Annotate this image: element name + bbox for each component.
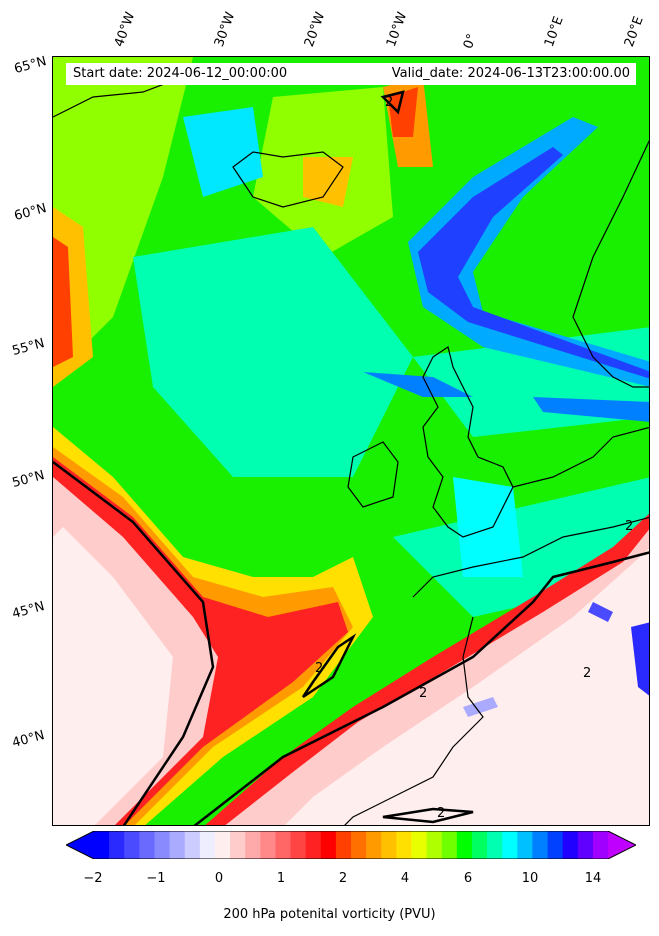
colorbar-extend-min (66, 831, 94, 859)
start-date: Start date: 2024-06-12_00:00:00 (73, 66, 288, 81)
colorbar-tick: 0 (214, 871, 224, 886)
pv-field (53, 57, 649, 825)
colorbar-segment (199, 831, 216, 859)
colorbar-segment (471, 831, 488, 859)
colorbar-extend-max (608, 831, 636, 859)
contour-label: 2 (625, 519, 634, 534)
colorbar-segment (411, 831, 428, 859)
colorbar-segment (290, 831, 307, 859)
colorbar-segment (260, 831, 276, 859)
lon-label-20e: 20°E (621, 14, 647, 50)
colorbar-segment (230, 831, 246, 859)
lon-label-10e: 10°E (541, 14, 567, 50)
lat-label-65n: 65°N (12, 54, 49, 77)
colorbar-segment (487, 831, 503, 859)
contour-label: 2 (385, 95, 394, 110)
colorbar-segment (305, 831, 322, 859)
colorbar-tick: −1 (146, 871, 166, 886)
lat-label-40n: 40°N (10, 728, 47, 751)
lon-label-20w: 20°W (301, 10, 329, 49)
colorbar-segment (381, 831, 397, 859)
colorbar-segment (577, 831, 594, 859)
colorbar-segment (592, 831, 609, 859)
colorbar (66, 831, 636, 859)
colorbar-segment (245, 831, 261, 859)
contour-label: 2 (583, 666, 592, 681)
colorbar-segment (426, 831, 443, 859)
lat-label-50n: 50°N (10, 468, 47, 491)
colorbar-tick: −2 (83, 871, 103, 886)
colorbar-segment (154, 831, 171, 859)
contour-label: 2 (419, 686, 428, 701)
colorbar-segment (94, 831, 110, 859)
colorbar-segment (139, 831, 155, 859)
colorbar-tick: 1 (276, 871, 286, 886)
lon-label-0: 0° (460, 31, 481, 51)
colorbar-segment (169, 831, 186, 859)
lat-label-55n: 55°N (10, 336, 47, 359)
colorbar-segment (351, 831, 367, 859)
valid-date: Valid_date: 2024-06-13T23:00:00.00 (391, 66, 630, 81)
date-header: Start date: 2024-06-12_00:00:00 Valid_da… (66, 63, 636, 85)
colorbar-segment (275, 831, 292, 859)
colorbar-segment (456, 831, 473, 859)
colorbar-segment (214, 831, 231, 859)
colorbar-segment (124, 831, 140, 859)
colorbar-tick: 4 (400, 871, 410, 886)
colorbar-segment (562, 831, 579, 859)
colorbar-segment (320, 831, 337, 859)
map-panel: 2 2 2 2 2 2 (52, 56, 650, 826)
colorbar-segment (502, 831, 518, 859)
lon-label-30w: 30°W (211, 10, 239, 49)
lon-label-10w: 10°W (383, 10, 411, 49)
colorbar-tick: 6 (463, 871, 473, 886)
colorbar-label: 200 hPa potenital vorticity (PVU) (223, 907, 436, 922)
colorbar-segment (547, 831, 564, 859)
colorbar-segment (396, 831, 412, 859)
lat-label-60n: 60°N (12, 201, 49, 224)
contour-label: 2 (315, 661, 324, 676)
colorbar-tick: 2 (338, 871, 348, 886)
colorbar-segment (532, 831, 549, 859)
colorbar-tick: 10 (521, 871, 539, 886)
colorbar-segment (366, 831, 382, 859)
colorbar-segment (335, 831, 352, 859)
colorbar-segment (109, 831, 125, 859)
colorbar-segment (517, 831, 533, 859)
contour-label: 2 (437, 806, 446, 821)
colorbar-tick: 14 (584, 871, 602, 886)
lon-label-40w: 40°W (111, 10, 139, 49)
colorbar-segment (184, 831, 201, 859)
lat-label-45n: 45°N (10, 599, 47, 622)
colorbar-segment (441, 831, 458, 859)
